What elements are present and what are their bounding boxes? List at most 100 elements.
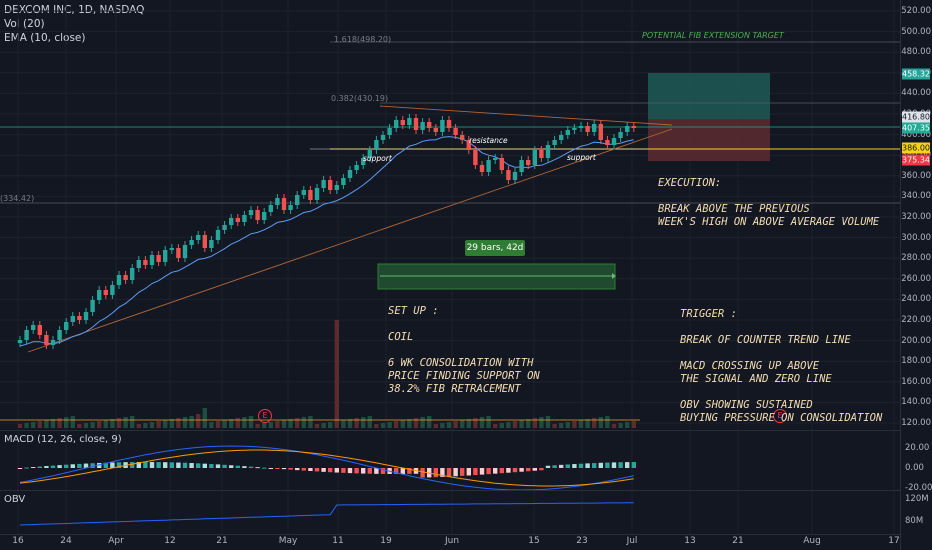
macd-label[interactable]: MACD (12, 26, close, 9) (4, 434, 122, 445)
candle-body (31, 325, 36, 330)
candle-body (420, 122, 425, 130)
macd-bar (182, 462, 188, 468)
volume-bar (341, 420, 346, 428)
note-line: EXECUTION: (658, 177, 722, 189)
candle-body (479, 165, 485, 172)
note-line: WEEK'S HIGH ON ABOVE AVERAGE VOLUME (658, 216, 880, 228)
candle-body (512, 172, 518, 180)
candle-body (611, 138, 617, 145)
price-tag[interactable]: 386.00 (902, 142, 930, 154)
volume-bar (453, 421, 458, 428)
macd-tick: -20.00 (905, 483, 932, 493)
volume-bar (268, 422, 273, 428)
candle-body (486, 160, 491, 172)
macd-bar (453, 468, 458, 477)
date-label: Aug (803, 536, 821, 546)
symbol-title[interactable]: DEXCOM INC, 1D, NASDAQ (4, 4, 145, 16)
volume-bar (64, 417, 69, 428)
candle-body (83, 312, 89, 320)
target-label: POTENTIAL FIB EXTENSION TARGET (642, 31, 784, 40)
volume-bar (473, 418, 478, 428)
obv-pane-divider[interactable] (0, 490, 900, 491)
support-label-1: support (363, 154, 392, 163)
price-tick: 180.00 (901, 356, 931, 367)
volume-bar (592, 418, 597, 428)
macd-line (19, 445, 634, 491)
macd-bar (611, 462, 617, 468)
macd-bar (202, 463, 207, 468)
macd-bar (341, 468, 346, 473)
macd-bar (248, 466, 254, 468)
note-line: TRIGGER : (680, 308, 737, 320)
earnings-icon[interactable]: E (258, 409, 272, 423)
volume-bar (83, 423, 89, 428)
obv-line (19, 502, 634, 526)
candle-body (57, 330, 62, 340)
volume-bar (460, 420, 465, 428)
candle-body (453, 128, 458, 135)
macd-bar (37, 466, 42, 468)
price-tag[interactable]: 416.80 (902, 111, 930, 123)
candle-body (361, 158, 366, 165)
candle-body (77, 316, 82, 320)
volume-bar (136, 424, 141, 428)
note-line: 38.2% FIB RETRACEMENT (388, 383, 521, 395)
date-label: 19 (380, 536, 392, 546)
obv-label[interactable]: OBV (4, 494, 26, 505)
volume-bar (552, 424, 557, 428)
volume-bar (229, 419, 234, 428)
candle-body (189, 240, 194, 245)
volume-bar (301, 417, 306, 428)
candle-body (473, 150, 478, 165)
macd-bar (380, 468, 386, 474)
macd-bar (598, 462, 603, 468)
macd-bar (235, 465, 240, 468)
date-label: Apr (108, 536, 124, 546)
price-chart[interactable] (0, 0, 900, 536)
earnings-icon[interactable]: E (773, 409, 787, 423)
macd-bar (209, 464, 214, 468)
volume-bar (156, 421, 161, 428)
volume-bar (31, 422, 36, 428)
price-tick: 280.00 (901, 253, 931, 264)
note-line: BREAK OF COUNTER TREND LINE (680, 334, 851, 346)
volume-bar (103, 420, 108, 428)
price-tick: 300.00 (901, 232, 931, 243)
volume-bar (70, 416, 75, 428)
price-tag[interactable]: 458.32 (902, 68, 930, 80)
execution-note: EXECUTION: BREAK ABOVE THE PREVIOUS WEEK'… (658, 177, 879, 229)
volume-bar (57, 418, 62, 428)
macd-bar (156, 462, 161, 468)
macd-bar (618, 462, 623, 468)
note-line (658, 190, 879, 203)
macd-bar (526, 468, 531, 472)
candle-body (374, 140, 379, 150)
volume-bar (572, 421, 577, 428)
date-label: 16 (12, 536, 24, 546)
macd-bar (83, 463, 89, 468)
volume-bar (585, 419, 590, 428)
candle-body (295, 195, 300, 205)
volume-bar (354, 418, 359, 428)
volume-bar (506, 422, 511, 428)
price-tag[interactable]: 375.34 (902, 154, 930, 166)
macd-pane-divider[interactable] (0, 430, 900, 431)
volume-bar (631, 421, 636, 428)
candle-body (123, 275, 128, 280)
macd-bar (334, 468, 339, 473)
volume-bar (169, 419, 174, 428)
date-label: 11 (332, 536, 344, 546)
price-tag[interactable]: 407.35 (902, 122, 930, 134)
obv-tick: 120M (905, 494, 929, 504)
candle-body (143, 260, 148, 265)
volume-indicator-label[interactable]: Vol (20) (4, 18, 45, 30)
macd-bar (565, 464, 570, 468)
ema-indicator-label[interactable]: EMA (10, close) (4, 32, 86, 44)
price-tick: 240.00 (901, 294, 931, 305)
date-label: Jul (626, 536, 638, 546)
macd-bar (440, 468, 445, 477)
volume-bar (77, 424, 82, 428)
volume-bar (512, 421, 518, 428)
candle-body (400, 120, 405, 125)
volume-bar (625, 422, 630, 428)
